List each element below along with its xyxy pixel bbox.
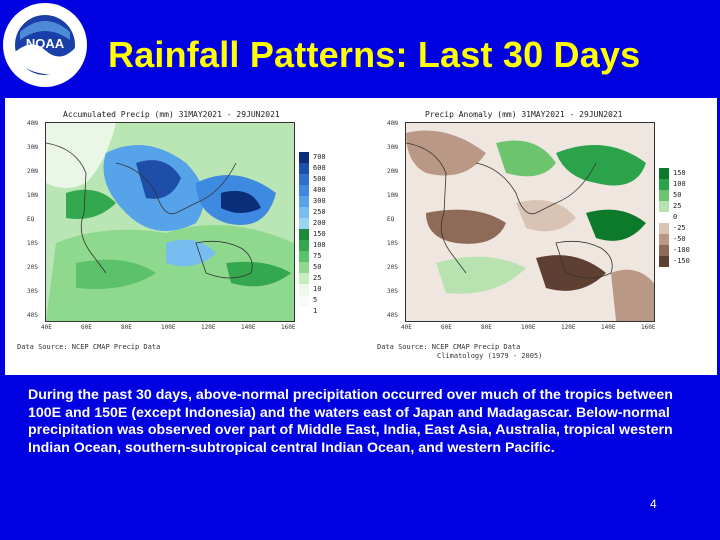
left-colorbar-label: 150 xyxy=(313,230,326,238)
right-lat-label: 10N xyxy=(387,192,398,199)
left-colorbar-swatch xyxy=(299,185,309,196)
right-lon-label: 160E xyxy=(641,324,656,331)
right-colorbar-label: -100 xyxy=(673,246,690,254)
left-map xyxy=(45,122,295,322)
left-colorbar-label: 400 xyxy=(313,186,326,194)
right-colorbar-label: 100 xyxy=(673,180,686,188)
left-colorbar-label: 100 xyxy=(313,241,326,249)
left-colorbar-swatch xyxy=(299,306,309,317)
right-map-title: Precip Anomaly (mm) 31MAY2021 - 29JUN202… xyxy=(425,110,623,119)
right-colorbar xyxy=(659,168,669,267)
right-lat-label: 40N xyxy=(387,120,398,127)
left-colorbar-label: 10 xyxy=(313,285,322,293)
left-lat-label: 40N xyxy=(27,120,38,127)
left-colorbar-swatch xyxy=(299,251,309,262)
right-lat-label: 40S xyxy=(387,312,398,319)
noaa-logo: NOAA xyxy=(3,3,87,87)
left-colorbar-swatch xyxy=(299,295,309,306)
noaa-logo-text: NOAA xyxy=(26,36,65,51)
left-lon-label: 80E xyxy=(121,324,132,331)
right-colorbar-swatch xyxy=(659,256,669,267)
left-colorbar-swatch xyxy=(299,218,309,229)
slide-body-text: During the past 30 days, above-normal pr… xyxy=(28,387,673,456)
right-colorbar-label: -150 xyxy=(673,257,690,265)
left-colorbar-swatch xyxy=(299,163,309,174)
right-lat-label: 30N xyxy=(387,144,398,151)
page-number: 4 xyxy=(650,497,657,511)
left-colorbar-label: 5 xyxy=(313,296,318,304)
left-colorbar-swatch xyxy=(299,152,309,163)
left-colorbar-label: 700 xyxy=(313,153,326,161)
left-colorbar xyxy=(299,152,309,317)
right-colorbar-label: 50 xyxy=(673,191,682,199)
left-colorbar-label: 200 xyxy=(313,219,326,227)
right-lat-label: 30S xyxy=(387,288,398,295)
right-lon-label: 40E xyxy=(401,324,412,331)
right-lat-label: 20S xyxy=(387,264,398,271)
slide-title: Rainfall Patterns: Last 30 Days xyxy=(108,34,641,75)
right-lon-label: 140E xyxy=(601,324,616,331)
right-map-plot xyxy=(406,123,654,321)
left-colorbar-swatch xyxy=(299,229,309,240)
left-lat-label: 10N xyxy=(27,192,38,199)
left-map-title: Accumulated Precip (mm) 31MAY2021 - 29JU… xyxy=(63,110,280,119)
right-lon-label: 100E xyxy=(521,324,536,331)
left-lat-label: 30N xyxy=(27,144,38,151)
left-colorbar-label: 75 xyxy=(313,252,322,260)
left-colorbar-label: 600 xyxy=(313,164,326,172)
left-lon-label: 140E xyxy=(241,324,256,331)
left-colorbar-label: 50 xyxy=(313,263,322,271)
left-colorbar-label: 300 xyxy=(313,197,326,205)
left-lon-label: 100E xyxy=(161,324,176,331)
right-map xyxy=(405,122,655,322)
left-lat-label: 40S xyxy=(27,312,38,319)
right-lon-label: 120E xyxy=(561,324,576,331)
left-lat-label: 30S xyxy=(27,288,38,295)
right-lon-label: 80E xyxy=(481,324,492,331)
right-colorbar-swatch xyxy=(659,190,669,201)
left-colorbar-swatch xyxy=(299,240,309,251)
right-map-source: Data Source: NCEP CMAP Precip Data xyxy=(377,343,521,351)
right-lon-label: 60E xyxy=(441,324,452,331)
left-lat-label: 20N xyxy=(27,168,38,175)
left-lat-label: 20S xyxy=(27,264,38,271)
right-lat-label: EQ xyxy=(387,216,395,223)
right-lat-label: 20N xyxy=(387,168,398,175)
left-colorbar-swatch xyxy=(299,207,309,218)
left-lon-label: 120E xyxy=(201,324,216,331)
right-colorbar-label: 0 xyxy=(673,213,678,221)
left-lat-label: 10S xyxy=(27,240,38,247)
right-colorbar-swatch xyxy=(659,201,669,212)
left-lat-label: EQ xyxy=(27,216,35,223)
right-colorbar-swatch xyxy=(659,223,669,234)
left-colorbar-label: 500 xyxy=(313,175,326,183)
left-colorbar-label: 250 xyxy=(313,208,326,216)
left-colorbar-swatch xyxy=(299,273,309,284)
left-lon-label: 60E xyxy=(81,324,92,331)
left-colorbar-swatch xyxy=(299,196,309,207)
left-colorbar-label: 1 xyxy=(313,307,318,315)
left-colorbar-swatch xyxy=(299,262,309,273)
right-colorbar-label: -25 xyxy=(673,224,686,232)
right-colorbar-label: 25 xyxy=(673,202,682,210)
left-map-plot xyxy=(46,123,294,321)
left-colorbar-label: 25 xyxy=(313,274,322,282)
right-colorbar-swatch xyxy=(659,245,669,256)
left-colorbar-swatch xyxy=(299,174,309,185)
right-colorbar-swatch xyxy=(659,212,669,223)
figure-panel: Accumulated Precip (mm) 31MAY2021 - 29JU… xyxy=(5,98,717,375)
right-colorbar-label: -50 xyxy=(673,235,686,243)
right-colorbar-swatch xyxy=(659,168,669,179)
left-map-source: Data Source: NCEP CMAP Precip Data xyxy=(17,343,161,351)
right-colorbar-swatch xyxy=(659,179,669,190)
right-map-climatology: Climatology (1979 - 2005) xyxy=(437,352,543,360)
right-colorbar-label: 150 xyxy=(673,169,686,177)
left-lon-label: 160E xyxy=(281,324,296,331)
left-colorbar-swatch xyxy=(299,284,309,295)
right-colorbar-swatch xyxy=(659,234,669,245)
right-lat-label: 10S xyxy=(387,240,398,247)
left-lon-label: 40E xyxy=(41,324,52,331)
